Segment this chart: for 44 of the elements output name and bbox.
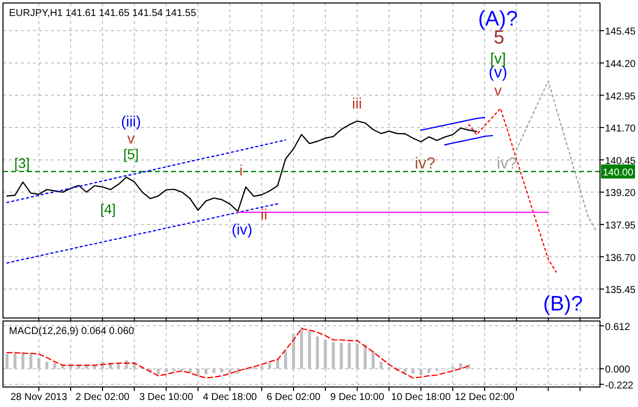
text: MACD(12,26,9) 0.064 0.060 xyxy=(9,326,135,337)
x-tick-label: 28 Nov 2013 xyxy=(10,392,68,403)
y-tick-label: 0.000 xyxy=(605,364,630,376)
x-tick-label: 2 Dec 02:00 xyxy=(76,392,130,403)
y-tick-label: 136.70 xyxy=(605,252,636,264)
annotation: [5] xyxy=(123,146,139,162)
x-tick-label: 6 Dec 02:00 xyxy=(266,392,321,403)
line-series xyxy=(6,328,470,378)
annotation: iii xyxy=(352,95,362,112)
annotation: (iv) xyxy=(232,221,252,238)
annotation: (iii) xyxy=(121,113,141,130)
y-tick-label: 135.45 xyxy=(605,285,636,296)
annotation: [4] xyxy=(100,200,116,217)
annotation: (A)? xyxy=(478,7,518,30)
annotation: v xyxy=(494,82,502,100)
y-tick-label: 0.612 xyxy=(605,322,630,333)
annotation: (v) xyxy=(488,64,508,82)
line-series xyxy=(516,80,597,231)
annotation: [v] xyxy=(490,50,506,68)
annotation: v xyxy=(127,130,136,148)
y-tick-label: 145.45 xyxy=(605,26,636,38)
x-tick-label: 12 Dec 02:00 xyxy=(454,392,515,403)
line-series xyxy=(420,116,486,131)
annotation: iv? xyxy=(496,156,518,173)
line-series xyxy=(444,134,494,146)
y-tick-label: 140.45 xyxy=(605,156,636,167)
x-tick-label: 3 Dec 10:00 xyxy=(139,392,194,403)
y-tick-label: -0.222 xyxy=(605,380,634,392)
y-tick-label: 137.95 xyxy=(605,220,636,232)
x-tick-label: 10 Dec 18:00 xyxy=(391,392,452,403)
y-tick-label: 141.70 xyxy=(605,124,636,135)
annotation: (B)? xyxy=(543,292,583,316)
text: EURJPY,H1 141.61 141.65 141.54 141.55 xyxy=(9,8,197,19)
ref-line-label: 140.00 xyxy=(602,167,634,178)
annotation: iv? xyxy=(414,156,436,173)
x-tick-label: 4 Dec 18:00 xyxy=(202,392,258,403)
x-tick-label: 9 Dec 10:00 xyxy=(330,392,385,403)
line-series xyxy=(6,203,278,264)
line-series xyxy=(468,108,557,273)
y-tick-label: 139.20 xyxy=(605,188,636,200)
annotation: [3] xyxy=(14,154,30,171)
y-tick-label: 142.95 xyxy=(605,91,636,102)
annotation: i xyxy=(239,162,243,180)
y-tick-label: 144.20 xyxy=(605,58,636,70)
